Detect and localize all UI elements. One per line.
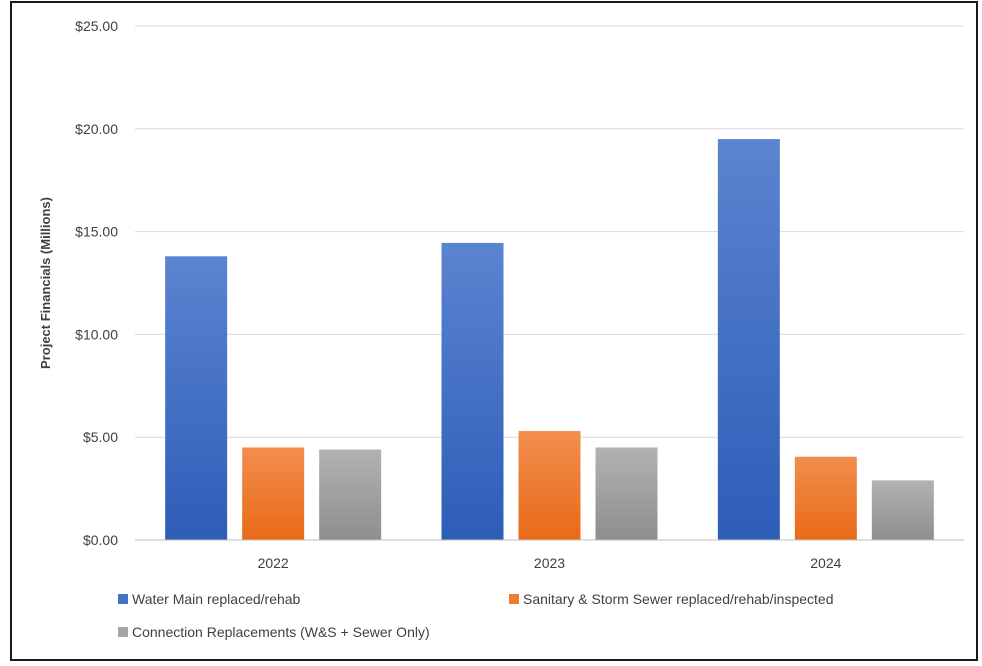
bar-2023-series-1 (441, 242, 504, 540)
x-tick-label: 2023 (534, 555, 565, 571)
bar-chart: $0.00 $5.00 $10.00 $15.00 $20.00 $25.00 Proje… (38, 18, 964, 640)
legend-swatch (509, 594, 519, 604)
legend-item: Sanitary & Storm Sewer replaced/rehab/in… (509, 591, 834, 607)
x-tick-label: 2022 (258, 555, 289, 571)
x-axis-ticks: 2022 2023 2024 (258, 555, 842, 571)
y-tick-label: $0.00 (83, 532, 118, 548)
legend-label: Water Main replaced/rehab (132, 591, 301, 607)
legend-swatch (118, 594, 128, 604)
y-tick-label: $10.00 (75, 326, 118, 342)
bar-2022-series-1 (165, 256, 228, 540)
x-tick-label: 2024 (810, 555, 841, 571)
y-axis-ticks: $0.00 $5.00 $10.00 $15.00 $20.00 $25.00 (75, 18, 118, 548)
chart-frame: $0.00 $5.00 $10.00 $15.00 $20.00 $25.00 Proje… (10, 1, 978, 661)
legend-label: Connection Replacements (W&S + Sewer Onl… (132, 624, 430, 640)
bar-2024-series-2 (794, 456, 857, 540)
y-tick-label: $25.00 (75, 18, 118, 34)
legend-label: Sanitary & Storm Sewer replaced/rehab/in… (523, 591, 834, 607)
bar-2024-series-3 (871, 480, 934, 540)
legend-item: Water Main replaced/rehab (118, 591, 301, 607)
y-tick-label: $5.00 (83, 429, 118, 445)
bars (165, 139, 934, 540)
legend-item: Connection Replacements (W&S + Sewer Onl… (118, 624, 430, 640)
bar-2023-series-2 (518, 431, 581, 540)
y-axis-label: Project Financials (Millions) (38, 197, 53, 369)
legend-swatch (118, 627, 128, 637)
y-tick-label: $15.00 (75, 224, 118, 240)
gridlines (135, 25, 964, 438)
legend: Water Main replaced/rehab Sanitary & Stor… (118, 591, 834, 640)
bar-2022-series-3 (319, 449, 382, 540)
bar-2024-series-1 (717, 139, 780, 540)
y-tick-label: $20.00 (75, 121, 118, 137)
bar-2023-series-3 (595, 447, 658, 540)
bar-2022-series-2 (242, 447, 305, 540)
